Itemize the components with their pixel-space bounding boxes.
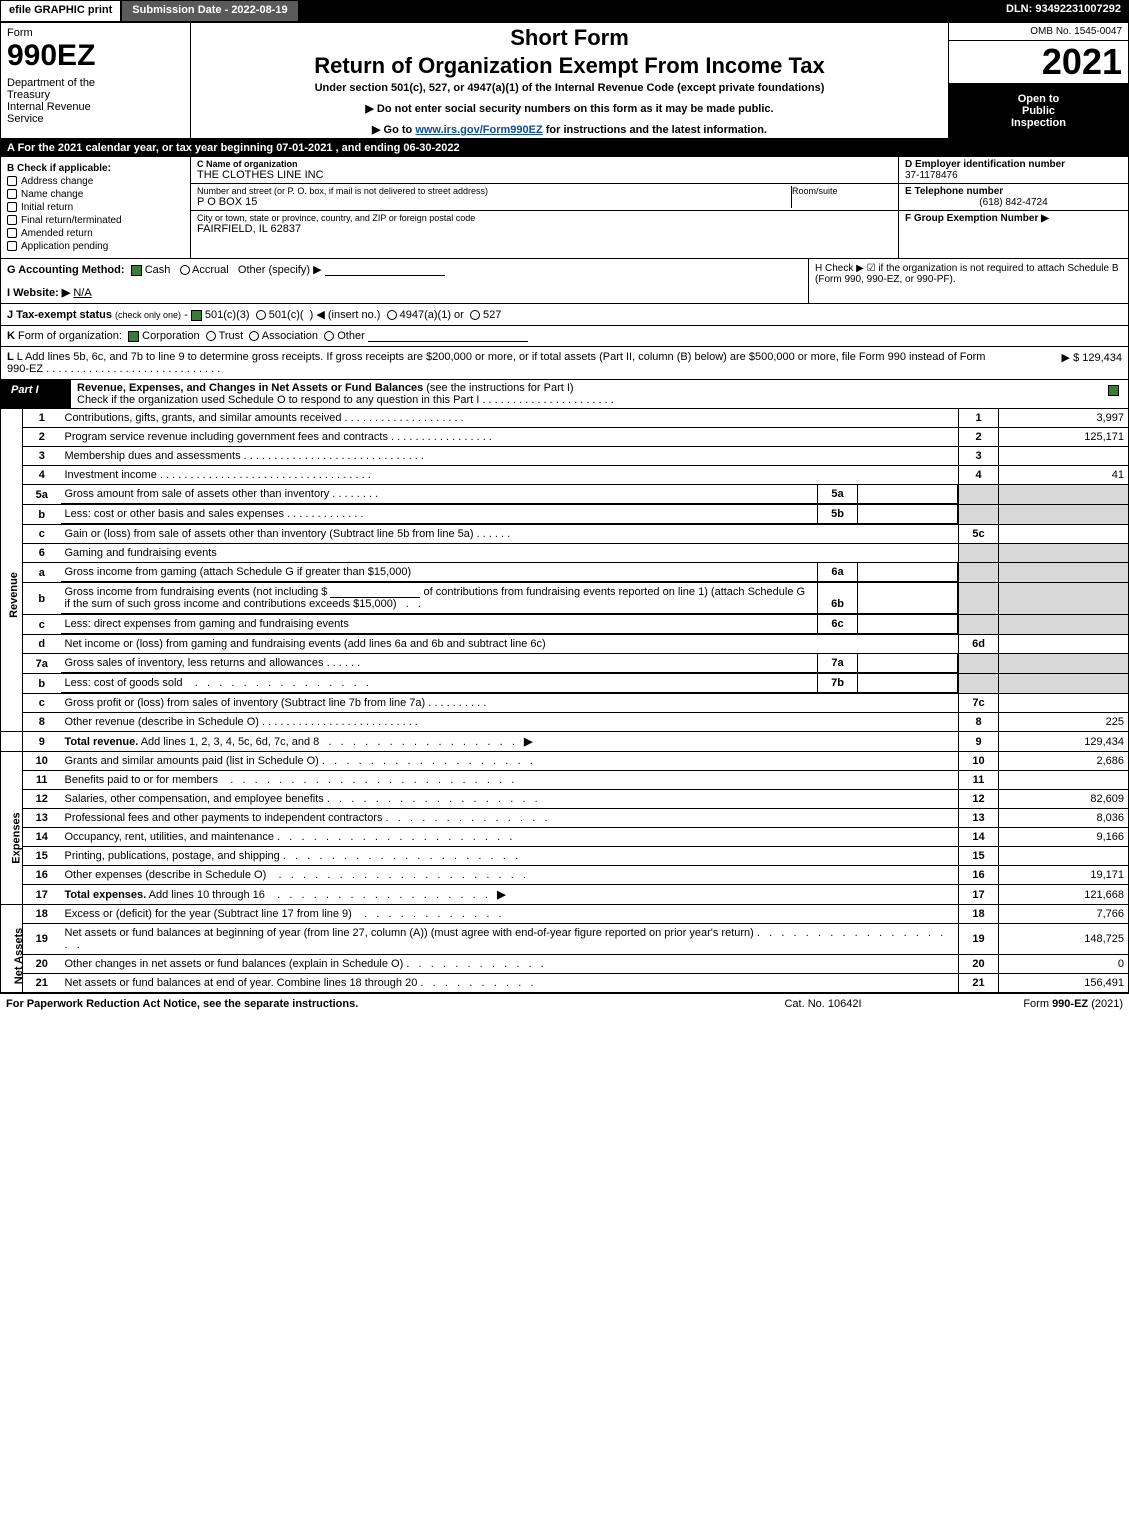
open-to-public-box: Open to Public Inspection — [949, 83, 1128, 138]
chk-501c3[interactable] — [191, 310, 202, 321]
chk-address-change[interactable]: Address change — [7, 176, 184, 187]
dln-label: DLN: 93492231007292 — [998, 0, 1129, 22]
top-bar: efile GRAPHIC print Submission Date - 20… — [0, 0, 1129, 22]
row-g-h: G Accounting Method: Cash Accrual Other … — [0, 259, 1129, 304]
part-i-label: Part I — [1, 380, 71, 408]
line-a: A For the 2021 calendar year, or tax yea… — [0, 139, 1129, 157]
chk-initial-return[interactable]: Initial return — [7, 202, 184, 213]
chk-accrual[interactable] — [180, 265, 190, 275]
header-center: Short Form Return of Organization Exempt… — [191, 23, 948, 138]
efile-print-label[interactable]: efile GRAPHIC print — [0, 0, 121, 22]
block-b-c-def: B Check if applicable: Address change Na… — [0, 157, 1129, 259]
chk-527[interactable] — [470, 310, 480, 320]
street-cell: Number and street (or P. O. box, if mail… — [191, 184, 898, 211]
irs-link[interactable]: www.irs.gov/Form990EZ — [415, 124, 542, 136]
header-note-ssn: ▶ Do not enter social security numbers o… — [197, 102, 942, 115]
chk-name-change[interactable]: Name change — [7, 189, 184, 200]
form-word: Form — [7, 27, 184, 39]
return-title: Return of Organization Exempt From Incom… — [197, 53, 942, 79]
chk-other-org[interactable] — [324, 331, 334, 341]
part-i-table: Revenue 1 Contributions, gifts, grants, … — [0, 409, 1129, 993]
side-label-revenue: Revenue — [8, 572, 20, 618]
chk-4947[interactable] — [387, 310, 397, 320]
submission-date-label: Submission Date - 2022-08-19 — [121, 0, 298, 22]
row-j: J Tax-exempt status (check only one) - 5… — [0, 304, 1129, 326]
col-def: D Employer identification number 37-1178… — [898, 157, 1128, 258]
tax-year: 2021 — [949, 41, 1128, 83]
chk-final-return[interactable]: Final return/terminated — [7, 215, 184, 226]
row-k: K Form of organization: Corporation Trus… — [0, 326, 1129, 347]
chk-501c[interactable] — [256, 310, 266, 320]
omb-number: OMB No. 1545-0047 — [949, 23, 1128, 41]
group-exemption-cell: F Group Exemption Number ▶ — [899, 211, 1128, 258]
header-right: OMB No. 1545-0047 2021 Open to Public In… — [948, 23, 1128, 138]
chk-trust[interactable] — [206, 331, 216, 341]
part-i-header: Part I Revenue, Expenses, and Changes in… — [0, 380, 1129, 409]
col-b-checkboxes: B Check if applicable: Address change Na… — [1, 157, 191, 258]
header-note-link: ▶ Go to www.irs.gov/Form990EZ for instru… — [197, 123, 942, 136]
row-i: I Website: ▶ N/A — [7, 286, 802, 299]
chk-cash[interactable] — [131, 265, 142, 276]
form-number: 990EZ — [7, 39, 184, 73]
short-form-title: Short Form — [197, 25, 942, 51]
row-l-amount: ▶ $ 129,434 — [1002, 351, 1122, 375]
form-header: Form 990EZ Department of theTreasuryInte… — [0, 22, 1129, 139]
col-b-title: B Check if applicable: — [7, 163, 111, 174]
chk-amended-return[interactable]: Amended return — [7, 228, 184, 239]
city-cell: City or town, state or province, country… — [191, 211, 898, 237]
department-label: Department of theTreasuryInternal Revenu… — [7, 77, 184, 125]
col-c: C Name of organization THE CLOTHES LINE … — [191, 157, 898, 258]
footer-form-ref: Form 990-EZ (2021) — [923, 998, 1123, 1010]
footer-paperwork-notice: For Paperwork Reduction Act Notice, see … — [6, 998, 723, 1010]
row-l: L L Add lines 5b, 6c, and 7b to line 9 t… — [0, 347, 1129, 380]
phone-cell: E Telephone number (618) 842-4724 — [899, 184, 1128, 211]
part-i-title: Revenue, Expenses, and Changes in Net As… — [71, 380, 1098, 408]
chk-corporation[interactable] — [128, 331, 139, 342]
ein-cell: D Employer identification number 37-1178… — [899, 157, 1128, 184]
side-label-expenses: Expenses — [11, 812, 23, 863]
header-left: Form 990EZ Department of theTreasuryInte… — [1, 23, 191, 138]
page-footer: For Paperwork Reduction Act Notice, see … — [0, 993, 1129, 1014]
footer-catalog-number: Cat. No. 10642I — [723, 998, 923, 1010]
row-h: H Check ▶ ☑ if the organization is not r… — [808, 259, 1128, 303]
chk-application-pending[interactable]: Application pending — [7, 241, 184, 252]
org-name-cell: C Name of organization THE CLOTHES LINE … — [191, 157, 898, 184]
side-label-net-assets: Net Assets — [13, 928, 25, 984]
part-i-check[interactable] — [1098, 380, 1128, 408]
header-subtitle: Under section 501(c), 527, or 4947(a)(1)… — [197, 82, 942, 94]
row-g: G Accounting Method: Cash Accrual Other … — [7, 263, 802, 276]
chk-association[interactable] — [249, 331, 259, 341]
